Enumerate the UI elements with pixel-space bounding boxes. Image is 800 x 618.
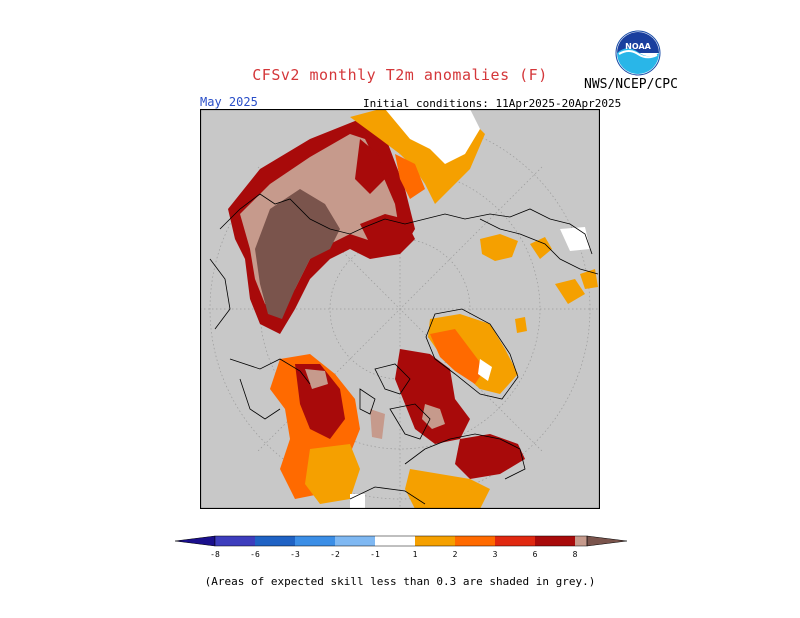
legend-bin bbox=[215, 536, 255, 546]
legend-bin bbox=[335, 536, 375, 546]
color-legend: -8 -6 -3 -2 -1 1 2 3 6 8 bbox=[175, 535, 627, 559]
legend-tick-label: -8 bbox=[210, 550, 220, 559]
legend-bin bbox=[415, 536, 455, 546]
graticule bbox=[200, 109, 600, 509]
legend-tick-label: 6 bbox=[533, 550, 538, 559]
legend-bin bbox=[535, 536, 575, 546]
legend-arrow-high bbox=[586, 535, 627, 547]
legend-tick-label: 2 bbox=[453, 550, 458, 559]
legend-tick-label: -2 bbox=[330, 550, 340, 559]
legend-bin bbox=[495, 536, 535, 546]
forecast-month: May 2025 bbox=[200, 95, 258, 109]
legend-tick-label: -1 bbox=[370, 550, 380, 559]
skill-note: (Areas of expected skill less than 0.3 a… bbox=[204, 575, 596, 588]
anomaly-alaska bbox=[270, 354, 385, 509]
legend-tick-label: 3 bbox=[493, 550, 498, 559]
legend-tick-label: -6 bbox=[250, 550, 260, 559]
legend-bin bbox=[295, 536, 335, 546]
legend-bin bbox=[575, 536, 587, 546]
chart-title: CFSv2 monthly T2m anomalies (F) bbox=[252, 66, 548, 84]
legend-bin bbox=[255, 536, 295, 546]
anomaly-siberia bbox=[228, 111, 415, 334]
legend-tick-label: 8 bbox=[573, 550, 578, 559]
polar-map bbox=[200, 109, 600, 509]
anomaly-europe bbox=[480, 227, 598, 304]
svg-text:NOAA: NOAA bbox=[625, 42, 651, 51]
initial-conditions: Initial conditions: 11Apr2025-20Apr2025 bbox=[363, 97, 622, 110]
noaa-logo: NOAA bbox=[615, 30, 661, 76]
legend-arrow-low bbox=[175, 535, 216, 547]
anomaly-east-siberia bbox=[350, 109, 485, 204]
legend-tick-label: 1 bbox=[413, 550, 418, 559]
legend-bin bbox=[375, 536, 415, 546]
map-frame bbox=[200, 109, 600, 509]
anomaly-greenland bbox=[428, 314, 527, 394]
coastlines bbox=[209, 193, 599, 505]
legend-tick-label: -3 bbox=[290, 550, 300, 559]
agency-label: NWS/NCEP/CPC bbox=[584, 77, 678, 92]
legend-bin bbox=[455, 536, 495, 546]
